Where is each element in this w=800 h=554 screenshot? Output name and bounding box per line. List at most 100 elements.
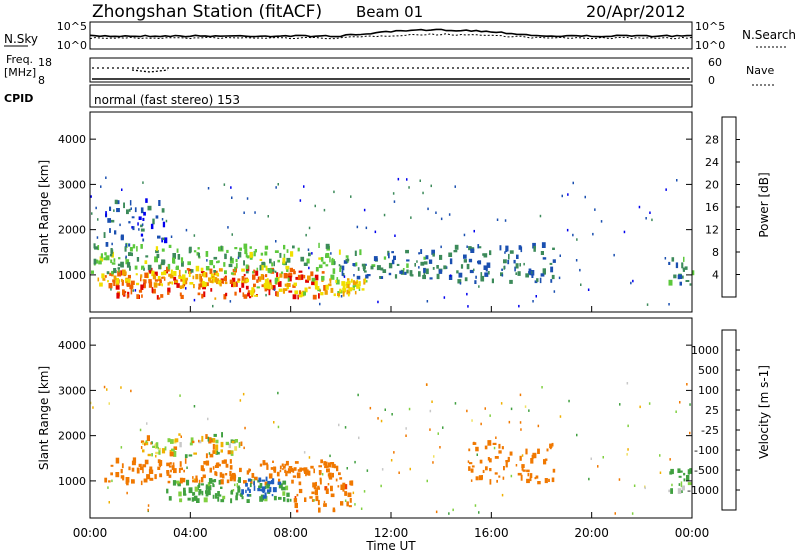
data-cell <box>304 497 307 502</box>
data-cell <box>109 206 112 211</box>
data-cell <box>365 226 368 230</box>
data-cell <box>246 197 249 200</box>
data-cell <box>496 218 499 221</box>
data-cell <box>318 257 322 260</box>
data-cell <box>498 443 501 449</box>
data-cell <box>519 393 522 397</box>
data-cell <box>508 420 511 424</box>
data-cell <box>220 245 223 251</box>
data-cell <box>393 255 396 260</box>
data-cell <box>229 476 233 482</box>
data-cell <box>102 278 106 281</box>
data-cell <box>345 284 350 289</box>
data-cell <box>208 478 213 484</box>
data-cell <box>484 407 486 410</box>
data-cell <box>443 296 446 299</box>
data-cell <box>220 479 224 485</box>
data-cell <box>526 469 530 473</box>
data-cell <box>97 277 100 282</box>
data-cell <box>452 508 454 512</box>
data-cell <box>373 256 378 261</box>
colorbar-frame <box>721 329 737 511</box>
colorbar-tick-label: 100 <box>698 384 719 397</box>
data-cell <box>404 271 407 275</box>
data-cell <box>521 454 524 457</box>
data-cell <box>320 257 324 262</box>
data-cell <box>272 478 275 485</box>
data-cell <box>166 470 170 474</box>
data-cell <box>277 259 280 263</box>
data-cell <box>265 476 268 482</box>
data-cell <box>283 273 288 279</box>
data-cell <box>140 466 144 471</box>
data-cell <box>305 233 307 237</box>
data-cell <box>120 261 124 268</box>
data-cell <box>361 263 366 267</box>
data-cell <box>229 459 232 464</box>
data-cell <box>317 485 320 489</box>
data-cell <box>100 185 102 188</box>
data-cell <box>255 270 257 276</box>
cpid-text: normal (fast stereo) 153 <box>94 93 240 107</box>
data-cell <box>198 479 201 484</box>
data-cell <box>338 249 341 255</box>
data-cell <box>337 293 340 296</box>
data-cell <box>500 402 503 405</box>
data-cell <box>485 466 488 471</box>
data-cell <box>196 252 199 256</box>
data-cell <box>217 260 220 263</box>
data-cell <box>245 278 249 283</box>
data-cell <box>226 479 230 484</box>
data-cell <box>262 460 266 466</box>
data-cell <box>184 279 187 285</box>
data-cell <box>245 264 249 270</box>
data-cell <box>170 269 173 275</box>
data-cell <box>218 463 221 467</box>
data-cell <box>168 465 172 468</box>
data-cell <box>142 181 144 184</box>
data-cell <box>689 431 691 435</box>
data-cell <box>272 460 274 463</box>
data-cell <box>106 388 108 391</box>
data-cell <box>125 243 127 248</box>
data-cell <box>306 258 310 264</box>
data-cell <box>539 214 542 218</box>
data-cell <box>234 247 238 250</box>
data-cell <box>295 276 299 280</box>
data-cell <box>326 468 330 473</box>
data-cell <box>327 283 332 287</box>
data-cell <box>170 439 174 444</box>
data-cell <box>223 294 227 300</box>
data-cell <box>457 279 462 284</box>
data-cell <box>393 451 395 454</box>
data-cell <box>289 498 292 502</box>
data-cell <box>355 262 358 267</box>
data-cell <box>283 253 286 260</box>
data-cell <box>324 486 328 491</box>
data-cell <box>175 266 178 270</box>
data-cell <box>391 413 393 416</box>
data-cell <box>304 471 306 474</box>
data-cell <box>140 233 144 237</box>
data-cell <box>292 294 297 300</box>
data-cell <box>188 247 191 254</box>
data-cell <box>157 466 161 470</box>
data-cell <box>468 462 473 465</box>
data-cell <box>364 277 367 283</box>
data-cell <box>331 463 335 468</box>
data-cell <box>249 246 252 249</box>
data-cell <box>160 294 164 298</box>
data-cell <box>363 270 367 273</box>
data-cell <box>493 446 496 450</box>
data-cell <box>218 268 223 272</box>
data-cell <box>222 495 226 500</box>
data-cell <box>576 433 578 437</box>
data-cell <box>181 284 185 289</box>
data-cell <box>254 211 256 214</box>
data-cell <box>157 235 161 239</box>
data-cell <box>409 467 411 471</box>
data-cell <box>422 191 424 195</box>
data-cell <box>189 282 194 285</box>
data-cell <box>234 439 238 443</box>
data-cell <box>499 245 502 251</box>
